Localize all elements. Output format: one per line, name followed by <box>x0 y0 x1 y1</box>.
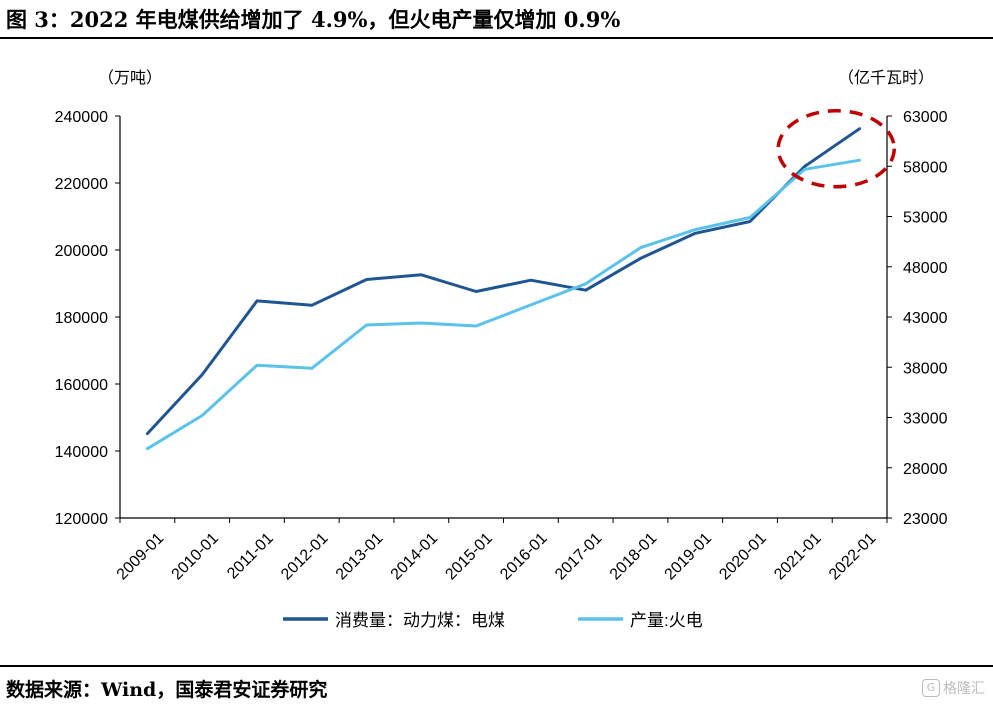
right-tick-label: 23000 <box>903 511 948 528</box>
right-tick-labels: 23000 28000 33000 38000 43000 48000 53000 58000… <box>903 109 948 528</box>
left-tick-labels: 120000 140000 160000 180000 200000 220000 2400… <box>55 109 108 528</box>
x-tick-label: 2012-01 <box>278 530 332 584</box>
footer-divider <box>0 665 993 667</box>
right-tick-label: 63000 <box>903 109 948 126</box>
x-tick-labels: 2009-01 2010-01 2011-01 2012-01 2013-01 2014-… <box>114 530 880 584</box>
left-tick-label: 240000 <box>55 109 108 126</box>
title-divider <box>0 37 993 39</box>
left-tick-label: 180000 <box>55 310 108 327</box>
right-axis-unit: （亿千瓦时） <box>838 69 934 87</box>
legend-label-2: 产量:火电 <box>630 611 703 630</box>
left-tick-label: 220000 <box>55 176 108 193</box>
right-tick-label: 48000 <box>903 260 948 277</box>
right-tick-label: 53000 <box>903 210 948 227</box>
right-tick-label: 58000 <box>903 159 948 176</box>
legend-label-1: 消费量：动力煤：电煤 <box>335 611 505 630</box>
right-tick-label: 43000 <box>903 310 948 327</box>
x-tick-label: 2009-01 <box>114 530 168 584</box>
series-line-1 <box>145 127 862 436</box>
x-tick-label: 2010-01 <box>169 530 223 584</box>
series-lines <box>145 127 862 451</box>
left-tick-label: 120000 <box>55 511 108 528</box>
x-tick-label: 2016-01 <box>497 530 551 584</box>
x-tick-label: 2018-01 <box>607 530 661 584</box>
axes-group <box>115 115 892 523</box>
right-tick-label: 28000 <box>903 461 948 478</box>
x-tick-label: 2011-01 <box>224 530 277 583</box>
x-tick-label: 2021-01 <box>771 530 825 584</box>
source-note: 数据来源：Wind，国泰君安证券研究 <box>6 679 328 701</box>
x-tick-label: 2020-01 <box>716 530 770 584</box>
annotation-group <box>776 108 896 189</box>
left-tick-label: 140000 <box>55 444 108 461</box>
legend: 消费量：动力煤：电煤 产量:火电 <box>283 611 703 630</box>
x-tick-label: 2022-01 <box>826 530 880 584</box>
watermark-logo-icon: G <box>922 679 940 697</box>
right-tick-label: 38000 <box>903 360 948 377</box>
x-tick-label: 2017-01 <box>552 530 606 584</box>
watermark-text: 格隆汇 <box>943 681 985 697</box>
line-chart: （万吨） （亿千瓦时） 120000 140000 160000 180000 2000… <box>55 69 948 630</box>
x-tick-label: 2014-01 <box>388 530 442 584</box>
highlight-ellipse <box>776 108 896 189</box>
x-tick-label: 2019-01 <box>662 530 716 584</box>
page-title: 图 3：2022 年电煤供给增加了 4.9%，但火电产量仅增加 0.9% <box>6 7 621 32</box>
x-tick-label: 2013-01 <box>333 530 387 584</box>
left-axis-unit: （万吨） <box>98 69 162 87</box>
left-tick-label: 200000 <box>55 243 108 260</box>
series-line-2 <box>145 158 862 451</box>
right-tick-label: 33000 <box>903 411 948 428</box>
left-tick-label: 160000 <box>55 377 108 394</box>
x-tick-label: 2015-01 <box>442 530 496 584</box>
watermark: G 格隆汇 <box>922 678 985 698</box>
